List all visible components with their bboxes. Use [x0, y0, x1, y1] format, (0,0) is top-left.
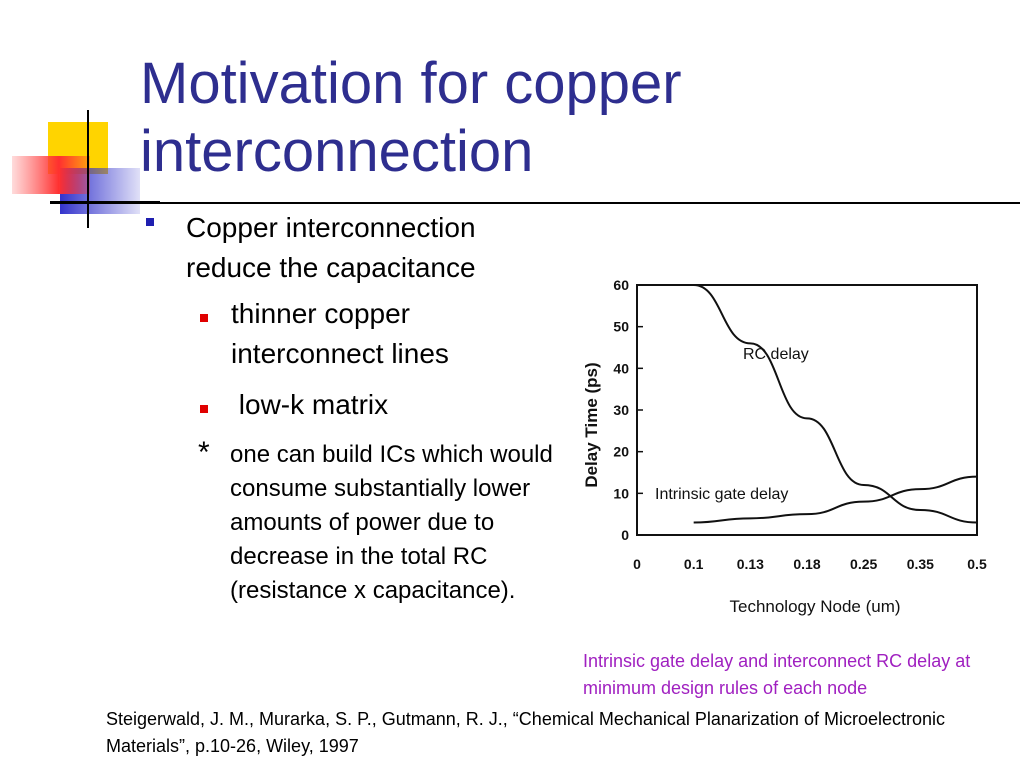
- bullet-text-main: Copper interconnection reduce the capaci…: [186, 212, 476, 283]
- x-axis-label: Technology Node (um): [729, 597, 900, 616]
- sub-bullet-text-2: low-k matrix: [231, 389, 389, 420]
- note-text: one can build ICs which would consume su…: [230, 438, 560, 608]
- title-line-2: interconnection: [140, 119, 534, 184]
- x-tick-label: 0.1: [684, 556, 704, 572]
- note-asterisk: *: [198, 436, 210, 469]
- slide-title: Motivation for copper interconnection: [140, 50, 1000, 186]
- y-tick-label: 40: [613, 360, 629, 376]
- y-tick-label: 50: [613, 319, 629, 335]
- note-body: would consume substantially lower amount…: [230, 441, 553, 604]
- x-axis-ticks: 0 0.1 0.13 0.18 0.25 0.35 0.5: [633, 556, 987, 572]
- series-line-rc-delay: [693, 284, 978, 524]
- delay-chart: 0 10 20 30 40 50 60 0 0.1 0.13 0.18 0.25 0.35 0.5 De…: [582, 277, 987, 616]
- y-tick-label: 0: [621, 527, 629, 543]
- x-tick-label: 0: [633, 556, 641, 572]
- reference-citation: Steigerwald, J. M., Murarka, S. P., Gutm…: [106, 709, 945, 756]
- title-divider: [50, 202, 1020, 204]
- x-tick-label: 0.13: [737, 556, 764, 572]
- y-tick-label: 10: [613, 485, 629, 501]
- bullet-marker: [146, 218, 154, 226]
- x-tick-label: 0.35: [907, 556, 934, 572]
- sub-bullet-marker: [200, 314, 208, 322]
- x-tick-label: 0.5: [967, 556, 987, 572]
- decorative-squares-graphic: [12, 110, 160, 228]
- annotation-rc-delay: RC delay: [743, 346, 809, 363]
- figure-caption: Intrinsic gate delay and interconnect RC…: [583, 651, 971, 698]
- x-tick-label: 0.25: [850, 556, 877, 572]
- sub-bullet-text-1: thinner copper interconnect lines: [231, 298, 449, 369]
- y-axis-label: Delay Time (ps): [582, 362, 601, 487]
- x-tick-label: 0.18: [793, 556, 820, 572]
- title-line-1: Motivation for copper: [140, 51, 682, 116]
- series-lines: [693, 284, 978, 524]
- note-first-line: one can build ICs which: [230, 441, 484, 468]
- annotation-intrinsic-gate-delay: Intrinsic gate delay: [655, 486, 788, 503]
- sub-bullet-marker: [200, 405, 208, 413]
- y-tick-label: 60: [613, 277, 629, 293]
- series-line-intrinsic-gate-delay: [693, 475, 978, 524]
- y-tick-label: 20: [613, 444, 629, 460]
- y-axis-ticks: 0 10 20 30 40 50 60: [613, 277, 643, 543]
- y-tick-label: 30: [613, 402, 629, 418]
